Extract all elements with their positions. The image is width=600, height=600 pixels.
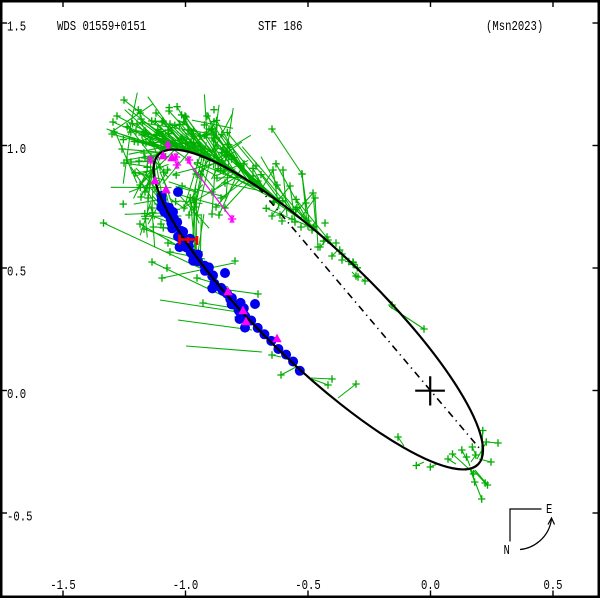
svg-text:1.0: 1.0 (7, 142, 26, 158)
svg-text:STF 186: STF 186 (258, 19, 303, 35)
svg-text:(Msn2023): (Msn2023) (486, 19, 543, 35)
svg-text:-0.5: -0.5 (295, 578, 320, 594)
svg-text:E: E (546, 502, 552, 518)
svg-text:0.5: 0.5 (7, 264, 26, 280)
svg-text:0.0: 0.0 (421, 578, 440, 594)
svg-text:0.5: 0.5 (543, 578, 562, 594)
svg-text:-1.0: -1.0 (173, 578, 198, 594)
svg-text:-0.5: -0.5 (7, 509, 32, 525)
svg-text:0.0: 0.0 (7, 387, 26, 403)
svg-text:N: N (504, 543, 510, 559)
svg-text:WDS 01559+0151: WDS 01559+0151 (57, 19, 146, 35)
svg-text:1.5: 1.5 (7, 19, 26, 35)
svg-text:-1.5: -1.5 (50, 578, 75, 594)
